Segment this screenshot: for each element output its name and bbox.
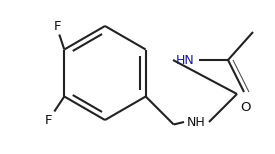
Text: NH: NH — [187, 116, 205, 128]
Text: HN: HN — [176, 53, 194, 67]
Text: F: F — [45, 114, 52, 127]
Text: F: F — [54, 20, 61, 33]
Text: O: O — [241, 101, 251, 113]
